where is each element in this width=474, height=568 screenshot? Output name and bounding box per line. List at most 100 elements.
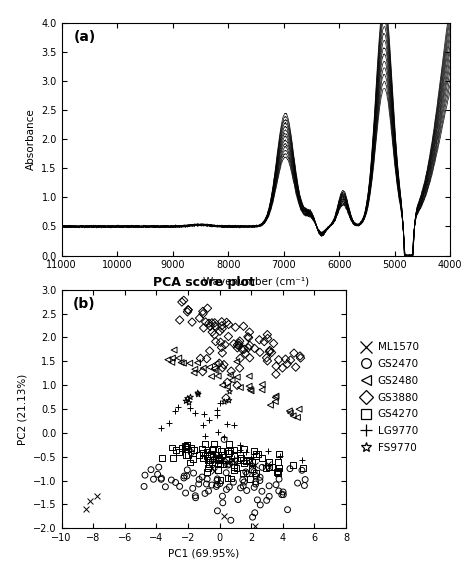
Point <box>191 491 199 500</box>
Legend: ML1570, GS2470, GS2480, GS3880, GS4270, LG9770, FS9770: ML1570, GS2470, GS2480, GS3880, GS4270, … <box>356 338 423 457</box>
Point <box>298 456 305 465</box>
Point <box>199 367 207 376</box>
Point <box>256 500 264 509</box>
Point <box>189 484 197 493</box>
Point <box>184 305 192 314</box>
Point <box>201 489 209 498</box>
Point <box>230 463 237 472</box>
Point <box>205 459 213 468</box>
Point <box>237 354 244 363</box>
Point <box>233 373 241 382</box>
Point <box>201 432 209 441</box>
Point <box>222 394 230 403</box>
Point <box>191 365 199 374</box>
Point <box>182 488 190 498</box>
Point <box>246 371 253 381</box>
Point <box>209 455 217 464</box>
Point <box>220 511 228 520</box>
Point <box>240 321 247 331</box>
Point <box>181 471 188 481</box>
Point <box>240 444 248 453</box>
Point <box>217 452 224 461</box>
Point <box>224 457 231 466</box>
Point <box>256 476 264 485</box>
Point <box>172 445 180 454</box>
Point <box>220 360 228 369</box>
Point <box>236 336 244 345</box>
Point <box>181 442 189 451</box>
Point <box>250 446 257 456</box>
Point <box>214 474 221 483</box>
Point <box>239 475 246 485</box>
Point <box>233 463 240 473</box>
Point <box>240 478 248 487</box>
X-axis label: Wavenumber (cm⁻¹): Wavenumber (cm⁻¹) <box>203 276 309 286</box>
Point <box>170 345 178 354</box>
Point <box>235 339 243 348</box>
Point <box>296 352 304 361</box>
Point <box>245 343 252 352</box>
Point <box>203 479 210 488</box>
Point <box>283 360 291 369</box>
Point <box>183 471 191 481</box>
Point <box>230 466 238 475</box>
Point <box>236 364 244 373</box>
Point <box>229 456 237 465</box>
Point <box>175 353 182 362</box>
Point <box>176 482 183 491</box>
Point <box>169 454 176 463</box>
Point <box>224 446 232 456</box>
Point <box>246 353 254 362</box>
Point <box>264 334 272 343</box>
Point <box>265 481 273 490</box>
Point <box>214 371 222 381</box>
Point <box>275 355 283 364</box>
Point <box>294 478 301 487</box>
Point <box>272 370 280 379</box>
Point <box>207 449 215 458</box>
Point <box>205 486 212 495</box>
Point <box>280 490 287 499</box>
Point <box>214 458 222 467</box>
Point <box>187 444 195 453</box>
Point <box>247 453 255 462</box>
Point <box>203 354 210 364</box>
Point <box>223 419 230 428</box>
Point <box>275 486 283 495</box>
Point <box>293 413 301 422</box>
Point <box>228 375 236 385</box>
Point <box>212 359 220 368</box>
Point <box>301 475 309 484</box>
Point <box>258 453 266 462</box>
Point <box>201 410 208 419</box>
Point <box>155 463 163 472</box>
Point <box>243 448 250 457</box>
Point <box>206 346 213 356</box>
Point <box>242 467 249 477</box>
Point <box>252 477 259 486</box>
Point <box>206 362 213 371</box>
Point <box>218 321 226 331</box>
Point <box>255 335 263 344</box>
Point <box>185 398 193 407</box>
Point <box>214 466 221 475</box>
Point <box>286 464 294 473</box>
Point <box>157 475 165 484</box>
Point <box>210 440 218 449</box>
Point <box>86 496 93 506</box>
Point <box>175 448 183 457</box>
Point <box>258 487 266 496</box>
Point <box>192 493 200 502</box>
Point <box>253 452 260 461</box>
Point <box>219 363 226 372</box>
Point <box>272 397 279 406</box>
Point <box>82 504 90 513</box>
Point <box>248 461 255 470</box>
Point <box>297 353 304 362</box>
Point <box>240 345 248 354</box>
Y-axis label: PC2 (21.13%): PC2 (21.13%) <box>18 373 27 445</box>
Point <box>221 340 229 349</box>
Point <box>273 467 281 477</box>
Point <box>273 362 280 371</box>
Point <box>228 474 235 483</box>
